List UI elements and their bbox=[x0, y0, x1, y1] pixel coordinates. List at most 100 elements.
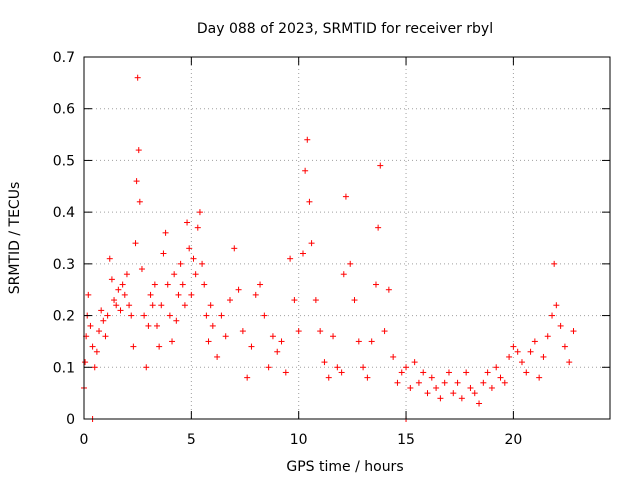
data-point bbox=[104, 312, 111, 319]
data-point bbox=[445, 369, 452, 376]
data-point bbox=[261, 312, 268, 319]
data-point bbox=[557, 322, 564, 329]
grid bbox=[84, 57, 610, 419]
x-tick-label: 20 bbox=[504, 432, 522, 448]
data-point bbox=[119, 281, 126, 288]
data-point bbox=[96, 328, 103, 335]
data-point bbox=[100, 317, 107, 324]
data-point bbox=[377, 162, 384, 169]
data-point bbox=[138, 266, 145, 273]
axis-ticks: 0 0.1 0.2 0.3 0.4 0.5 0.6 0.7 0 5 10 15 20 bbox=[53, 50, 610, 448]
y-tick-label: 0.2 bbox=[53, 309, 75, 325]
y-tick-label: 0.1 bbox=[53, 360, 75, 376]
data-point bbox=[398, 369, 405, 376]
data-point bbox=[85, 291, 92, 298]
data-point bbox=[201, 281, 208, 288]
data-point bbox=[342, 193, 349, 200]
data-point bbox=[351, 297, 358, 304]
chart-title: Day 088 of 2023, SRMTID for receiver rby… bbox=[197, 21, 493, 37]
data-point bbox=[287, 255, 294, 262]
data-point bbox=[235, 286, 242, 293]
data-point bbox=[355, 338, 362, 345]
data-point bbox=[196, 209, 203, 216]
data-point bbox=[484, 369, 491, 376]
data-point bbox=[226, 297, 233, 304]
data-point bbox=[493, 364, 500, 371]
data-point bbox=[145, 322, 152, 329]
data-point bbox=[523, 369, 530, 376]
data-point bbox=[132, 240, 139, 247]
data-point bbox=[424, 390, 431, 397]
data-point bbox=[188, 291, 195, 298]
data-point bbox=[441, 379, 448, 386]
data-point bbox=[381, 328, 388, 335]
data-point bbox=[338, 369, 345, 376]
data-point bbox=[82, 359, 89, 366]
data-point bbox=[133, 178, 140, 185]
data-point bbox=[518, 359, 525, 366]
data-point bbox=[282, 369, 289, 376]
data-point bbox=[536, 374, 543, 381]
x-tick-label: 10 bbox=[290, 432, 308, 448]
data-point bbox=[302, 167, 309, 174]
data-point bbox=[467, 384, 474, 391]
data-point bbox=[506, 353, 513, 360]
y-tick-label: 0.3 bbox=[53, 257, 75, 273]
data-point bbox=[411, 359, 418, 366]
data-point bbox=[130, 343, 137, 350]
data-point bbox=[184, 219, 191, 226]
data-point bbox=[390, 353, 397, 360]
data-point bbox=[551, 260, 558, 267]
y-tick-label: 0.5 bbox=[53, 153, 75, 169]
data-point bbox=[476, 400, 483, 407]
plot-frame bbox=[83, 56, 611, 420]
data-point bbox=[497, 374, 504, 381]
data-point bbox=[321, 359, 328, 366]
data-point bbox=[480, 379, 487, 386]
data-point bbox=[458, 395, 465, 402]
data-point bbox=[304, 136, 311, 143]
data-point bbox=[385, 286, 392, 293]
data-point bbox=[372, 281, 379, 288]
data-point bbox=[325, 374, 332, 381]
data-point bbox=[312, 297, 319, 304]
data-point bbox=[143, 364, 150, 371]
y-axis-label: SRMTID / TECUs bbox=[7, 182, 23, 295]
x-axis-label: GPS time / hours bbox=[286, 459, 403, 475]
data-point bbox=[160, 250, 167, 257]
data-point bbox=[121, 291, 128, 298]
data-point bbox=[308, 240, 315, 247]
data-point bbox=[91, 364, 98, 371]
data-point bbox=[501, 379, 508, 386]
data-point bbox=[407, 384, 414, 391]
data-point bbox=[394, 379, 401, 386]
data-point bbox=[248, 343, 255, 350]
data-point bbox=[330, 333, 337, 340]
data-point bbox=[108, 276, 115, 283]
data-point bbox=[527, 348, 534, 355]
data-point bbox=[299, 250, 306, 257]
data-point bbox=[115, 286, 122, 293]
data-point bbox=[158, 302, 165, 309]
data-point bbox=[437, 395, 444, 402]
y-tick-label: 0.4 bbox=[53, 205, 75, 221]
data-point bbox=[190, 255, 197, 262]
data-point bbox=[317, 328, 324, 335]
data-point bbox=[239, 328, 246, 335]
data-point bbox=[199, 260, 206, 267]
data-point bbox=[244, 374, 251, 381]
y-tick-label: 0 bbox=[66, 412, 75, 428]
data-point bbox=[368, 338, 375, 345]
data-point bbox=[186, 245, 193, 252]
data-point bbox=[334, 364, 341, 371]
data-point bbox=[181, 302, 188, 309]
data-point bbox=[209, 322, 216, 329]
data-point bbox=[566, 359, 573, 366]
data-point bbox=[428, 374, 435, 381]
data-point bbox=[306, 198, 313, 205]
data-point bbox=[117, 307, 124, 314]
data-point bbox=[360, 364, 367, 371]
data-point bbox=[194, 224, 201, 231]
data-point bbox=[375, 224, 382, 231]
data-point bbox=[450, 390, 457, 397]
